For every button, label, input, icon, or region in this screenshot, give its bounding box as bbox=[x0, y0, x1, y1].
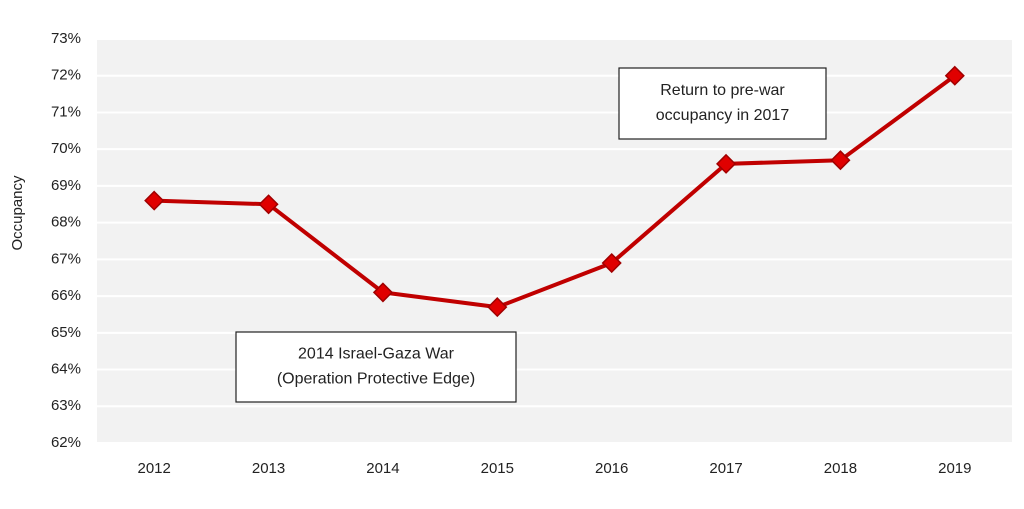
y-tick-label: 70% bbox=[51, 140, 81, 157]
annotation-text: 2014 Israel-Gaza War bbox=[298, 346, 455, 363]
marker bbox=[258, 194, 279, 215]
y-tick-label: 73% bbox=[51, 30, 81, 47]
x-tick-label: 2017 bbox=[709, 460, 742, 477]
x-tick-label: 2019 bbox=[938, 460, 971, 477]
y-tick-label: 64% bbox=[51, 361, 81, 378]
y-tick-label: 71% bbox=[51, 103, 81, 120]
y-tick-label: 62% bbox=[51, 434, 81, 451]
annotation-text: (Operation Protective Edge) bbox=[277, 371, 475, 388]
marker bbox=[372, 282, 393, 303]
x-tick-label: 2014 bbox=[366, 460, 399, 477]
x-tick-label: 2013 bbox=[252, 460, 285, 477]
y-tick-label: 72% bbox=[51, 67, 81, 84]
annotation-text: occupancy in 2017 bbox=[656, 107, 790, 124]
x-tick-label: 2016 bbox=[595, 460, 628, 477]
line bbox=[154, 74, 957, 310]
marker bbox=[487, 297, 508, 318]
y-axis-label: Occupancy bbox=[9, 175, 26, 251]
marker bbox=[601, 252, 622, 274]
x-tick-label: 2018 bbox=[824, 460, 857, 477]
y-tick-label: 66% bbox=[51, 287, 81, 304]
y-tick-label: 65% bbox=[51, 324, 81, 341]
y-tick-label: 69% bbox=[51, 177, 81, 194]
x-tick-label: 2015 bbox=[481, 460, 514, 477]
marker bbox=[830, 150, 851, 171]
x-tick-label: 2012 bbox=[138, 460, 171, 477]
annotation-text: Return to pre-war bbox=[660, 82, 785, 99]
y-tick-label: 63% bbox=[51, 397, 81, 414]
annotation-box bbox=[235, 331, 517, 403]
y-tick-label: 67% bbox=[51, 250, 81, 267]
marker bbox=[144, 190, 165, 211]
annotation-box bbox=[618, 67, 827, 140]
y-tick-label: 68% bbox=[51, 214, 81, 231]
marker bbox=[716, 153, 737, 174]
marker bbox=[944, 65, 965, 86]
plot-background bbox=[97, 39, 1012, 443]
